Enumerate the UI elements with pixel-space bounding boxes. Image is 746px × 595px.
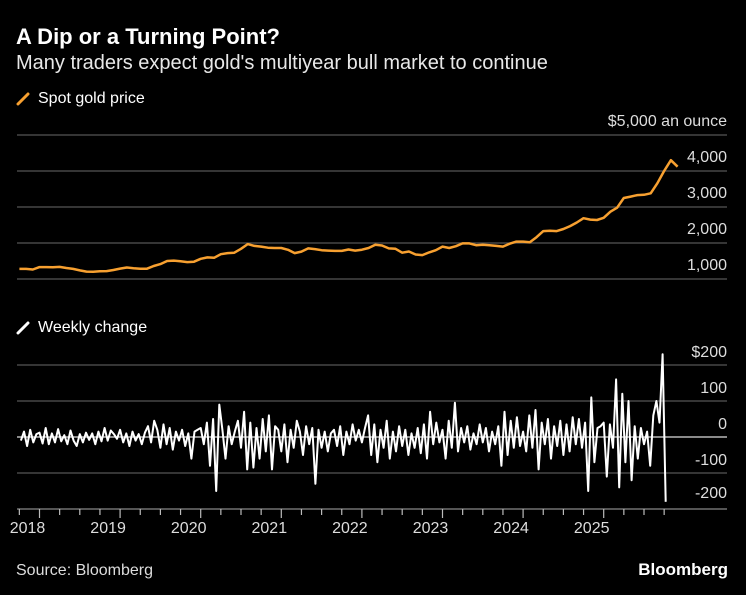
y-tick-label: 1,000 (687, 257, 727, 274)
weekly-change-line (19, 353, 667, 502)
legend-label: Spot gold price (38, 90, 145, 107)
legend-weekly-change: Weekly change (16, 319, 147, 337)
x-tick-label: 2018 (10, 520, 46, 537)
x-tick-label: 2019 (90, 520, 126, 537)
x-tick-label: 2025 (574, 520, 610, 537)
y-tick-label: 0 (718, 416, 727, 433)
x-tick-label: 2020 (171, 520, 207, 537)
y-tick-label: 2,000 (687, 221, 727, 238)
y-tick-label: 4,000 (687, 149, 727, 166)
x-tick-label: 2024 (493, 520, 529, 537)
y-tick-label: 100 (700, 380, 727, 397)
bloomberg-logo: Bloomberg (638, 560, 728, 579)
gold-price-line (19, 158, 679, 274)
y-tick-label: -100 (695, 452, 727, 469)
legend-label: Weekly change (38, 319, 148, 336)
x-tick-label: 2023 (413, 520, 449, 537)
legend-line-icon-gold (16, 92, 30, 106)
chart-subtitle: Many traders expect gold's multiyear bul… (16, 52, 548, 74)
chart-title: A Dip or a Turning Point? (16, 24, 280, 49)
x-tick-label: 2021 (252, 520, 288, 537)
y-tick-label: $200 (691, 344, 727, 361)
y-axis-unit-label: $5,000 an ounce (607, 113, 727, 130)
y-tick-label: -200 (695, 485, 727, 502)
legend-line-icon-white (16, 321, 30, 335)
source-note: Source: Bloomberg (16, 562, 153, 579)
legend-spot-gold: Spot gold price (16, 90, 145, 108)
y-tick-label: 3,000 (687, 185, 727, 202)
x-tick-label: 2022 (332, 520, 368, 537)
